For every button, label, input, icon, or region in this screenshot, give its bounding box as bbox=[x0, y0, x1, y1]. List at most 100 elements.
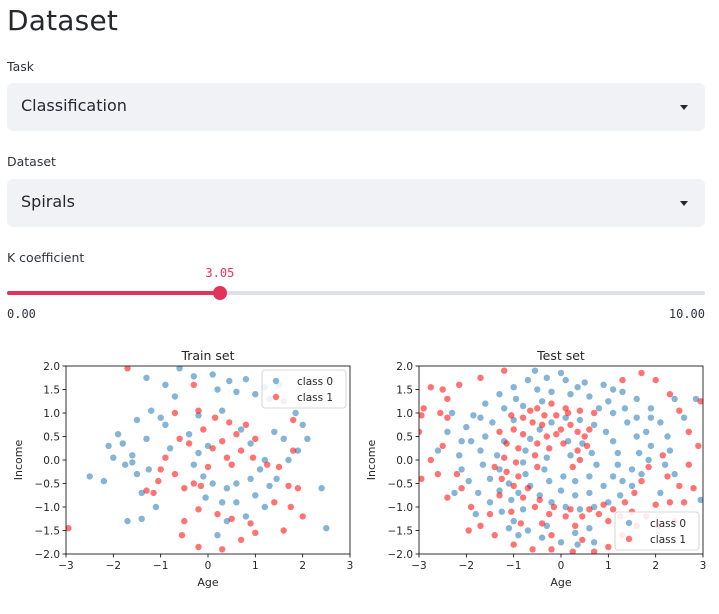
data-point bbox=[489, 419, 496, 426]
data-point bbox=[638, 470, 645, 478]
data-point bbox=[557, 487, 565, 494]
data-point bbox=[285, 482, 292, 490]
data-point bbox=[439, 442, 446, 450]
data-point bbox=[647, 414, 655, 421]
data-point bbox=[519, 414, 527, 421]
slider-current-value: 3.05 bbox=[205, 266, 235, 280]
task-select-value: Classification bbox=[21, 96, 127, 115]
data-point bbox=[609, 473, 617, 480]
data-point bbox=[219, 407, 226, 414]
data-point bbox=[470, 412, 477, 419]
data-point bbox=[697, 496, 703, 504]
data-point bbox=[419, 412, 425, 419]
k-coefficient-slider[interactable] bbox=[7, 286, 705, 300]
data-point bbox=[503, 468, 510, 475]
data-point bbox=[190, 480, 197, 487]
data-point bbox=[560, 440, 567, 447]
data-point bbox=[638, 369, 645, 377]
data-point bbox=[204, 442, 212, 450]
data-point bbox=[287, 503, 294, 511]
data-point bbox=[228, 461, 235, 468]
data-point bbox=[546, 445, 553, 452]
data-point bbox=[290, 416, 297, 424]
y-tick-label: 1.0 bbox=[43, 408, 60, 420]
data-point bbox=[237, 536, 245, 544]
data-point bbox=[510, 482, 517, 490]
data-point bbox=[671, 395, 678, 403]
data-point bbox=[195, 449, 202, 457]
data-point bbox=[541, 466, 548, 473]
data-point bbox=[609, 386, 617, 393]
data-point bbox=[579, 440, 586, 447]
data-point bbox=[233, 480, 240, 487]
legend-label: class 1 bbox=[650, 534, 686, 546]
data-point bbox=[548, 419, 555, 426]
data-point bbox=[697, 398, 703, 405]
y-axis-label: Income bbox=[365, 440, 378, 481]
k-coefficient-label: K coefficient bbox=[7, 250, 85, 265]
test-set-chart: −3 −2 −1 0 1 2 3 −2.0 −1.5 −1.0 −0.5 0.0 0.5 1.0 1.5 2.… bbox=[365, 348, 707, 589]
data-point bbox=[171, 393, 179, 400]
data-point bbox=[548, 388, 555, 395]
data-point bbox=[600, 381, 607, 388]
data-point bbox=[247, 440, 254, 447]
y-tick-label: 1.5 bbox=[43, 384, 60, 396]
data-point bbox=[491, 463, 498, 471]
data-point bbox=[162, 421, 169, 428]
data-point bbox=[609, 506, 617, 513]
slider-thumb[interactable] bbox=[212, 286, 227, 300]
data-point bbox=[437, 409, 444, 417]
chart-title: Test set bbox=[536, 348, 585, 363]
y-tick-label: 0.0 bbox=[43, 455, 60, 467]
data-point bbox=[602, 428, 610, 435]
data-point bbox=[226, 419, 233, 426]
x-tick-label: −2 bbox=[459, 560, 474, 572]
data-point bbox=[261, 503, 268, 511]
data-point bbox=[143, 487, 150, 494]
data-point bbox=[560, 473, 567, 480]
data-point bbox=[458, 466, 465, 473]
data-point bbox=[439, 386, 446, 393]
data-point bbox=[562, 376, 569, 384]
dataset-select-value: Spirals bbox=[21, 192, 75, 211]
data-point bbox=[195, 407, 202, 414]
data-point bbox=[519, 459, 527, 466]
x-tick-label: −1 bbox=[506, 560, 521, 572]
x-tick-label: −1 bbox=[153, 560, 168, 572]
data-point bbox=[574, 541, 581, 548]
x-tick-label: 0 bbox=[558, 560, 565, 572]
data-point bbox=[645, 463, 652, 471]
chart-title: Train set bbox=[180, 348, 234, 363]
data-point bbox=[527, 407, 534, 414]
data-point bbox=[304, 435, 311, 442]
data-point bbox=[690, 485, 697, 492]
data-point bbox=[572, 522, 579, 529]
data-point bbox=[190, 373, 197, 380]
data-point bbox=[519, 402, 527, 410]
data-point bbox=[510, 384, 517, 391]
dataset-select[interactable]: Spirals bbox=[7, 179, 705, 227]
data-point bbox=[110, 454, 117, 461]
data-point bbox=[652, 376, 659, 384]
data-point bbox=[249, 454, 257, 461]
page-title: Dataset bbox=[7, 4, 119, 37]
data-point bbox=[590, 548, 598, 554]
data-point bbox=[621, 405, 629, 412]
data-point bbox=[228, 515, 235, 522]
data-point bbox=[219, 438, 226, 445]
data-point bbox=[152, 503, 160, 511]
task-select[interactable]: Classification bbox=[7, 83, 705, 131]
data-point bbox=[242, 421, 250, 428]
data-point bbox=[223, 454, 231, 461]
data-point bbox=[501, 454, 508, 461]
data-point bbox=[200, 426, 207, 433]
data-point bbox=[524, 527, 532, 534]
data-point bbox=[119, 440, 127, 447]
data-point bbox=[595, 405, 603, 412]
data-point bbox=[512, 459, 520, 466]
data-point bbox=[318, 485, 325, 492]
data-point bbox=[294, 485, 302, 492]
x-tick-label: 3 bbox=[700, 560, 707, 572]
chevron-down-icon bbox=[680, 105, 688, 110]
data-point bbox=[214, 386, 221, 393]
